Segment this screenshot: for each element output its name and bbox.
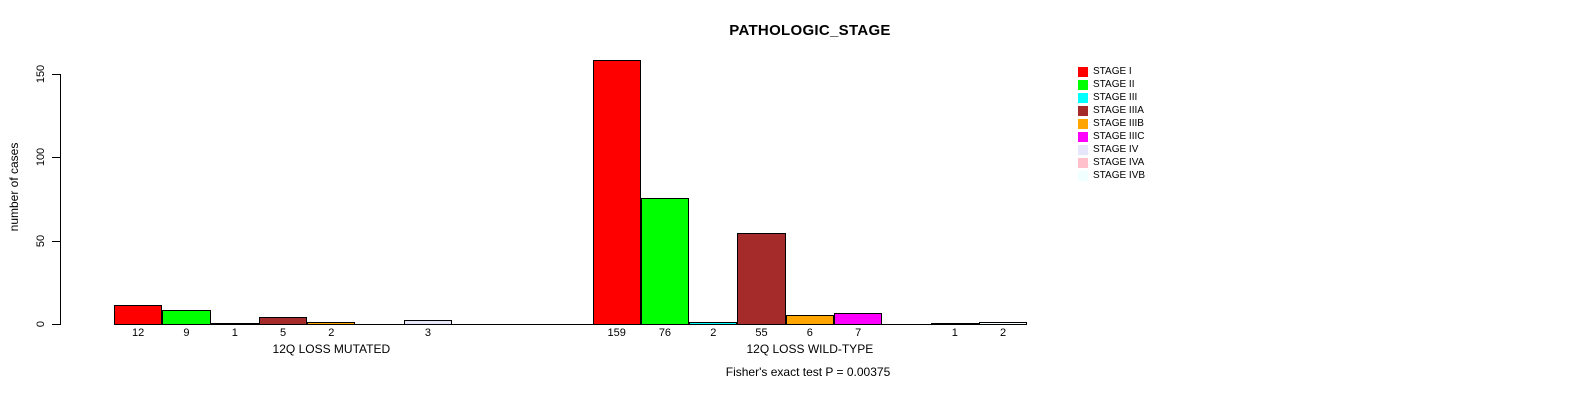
y-tick-label: 150: [35, 64, 47, 84]
legend: STAGE I STAGE II STAGE III STAGE IIIA STAGE …: [1078, 65, 1145, 182]
y-axis-line: [60, 74, 61, 325]
legend-swatch-icon: [1078, 92, 1088, 103]
legend-item: STAGE IVB: [1078, 169, 1145, 182]
bar-value-label: 2: [328, 327, 335, 339]
bar: [834, 313, 883, 325]
legend-item: STAGE III: [1078, 91, 1145, 104]
legend-label: STAGE IIIB: [1093, 118, 1144, 129]
bar-value-label: 1: [231, 327, 238, 339]
legend-item: STAGE IVA: [1078, 156, 1145, 169]
bar: [978, 321, 1028, 325]
bar: [307, 321, 356, 325]
bar-value-label: 5: [279, 327, 287, 339]
group-label: 12Q LOSS MUTATED: [272, 342, 391, 356]
legend-label: STAGE IVA: [1093, 157, 1145, 168]
y-tick: [52, 74, 60, 75]
bar: [403, 320, 453, 325]
bar-value-label: 1: [951, 327, 958, 339]
legend-item: STAGE IIIC: [1078, 130, 1145, 143]
bar: [640, 198, 690, 325]
legend-item: STAGE IIIB: [1078, 117, 1145, 130]
legend-item: STAGE IV: [1078, 143, 1145, 156]
legend-label: STAGE I: [1093, 66, 1132, 77]
legend-swatch-icon: [1078, 118, 1088, 129]
legend-item: STAGE IIIA: [1078, 104, 1145, 117]
y-tick-label: 50: [35, 234, 47, 247]
legend-label: STAGE IIIC: [1093, 131, 1145, 142]
bar-value-label: 2: [710, 327, 717, 339]
y-tick: [52, 324, 60, 325]
group-label: 12Q LOSS WILD-TYPE: [746, 342, 874, 356]
fisher-test-annotation: Fisher's exact test P = 0.00375: [725, 365, 891, 379]
bar: [114, 305, 163, 325]
bar-value-label: 76: [658, 327, 672, 339]
y-tick-label: 100: [35, 148, 47, 167]
legend-swatch-icon: [1078, 131, 1088, 142]
legend-label: STAGE IVB: [1093, 170, 1146, 181]
legend-label: STAGE II: [1093, 79, 1135, 90]
y-tick: [52, 240, 60, 242]
bar-value-label: 2: [999, 327, 1007, 339]
bar: [258, 316, 308, 325]
legend-label: STAGE IV: [1093, 144, 1139, 155]
legend-label: STAGE III: [1093, 92, 1138, 103]
y-axis-title: number of cases: [7, 142, 21, 232]
legend-swatch-icon: [1078, 79, 1088, 90]
bar: [210, 323, 259, 325]
bar-value-label: 3: [424, 327, 431, 339]
legend-swatch-icon: [1078, 144, 1088, 155]
legend-item: STAGE II: [1078, 78, 1145, 91]
legend-label: STAGE IIIA: [1093, 105, 1144, 116]
legend-swatch-icon: [1078, 105, 1088, 116]
bar-value-label: 159: [607, 327, 626, 339]
bar-value-label: 7: [855, 327, 862, 339]
chart-title: PATHOLOGIC_STAGE: [729, 22, 891, 39]
bar-value-label: 12: [132, 327, 145, 339]
bar: [162, 310, 211, 325]
x-baseline: [114, 324, 1028, 325]
bar: [737, 233, 786, 325]
bar: [785, 315, 834, 325]
bar: [930, 323, 979, 325]
bar: [592, 60, 641, 325]
bar-value-label: 9: [183, 327, 190, 339]
legend-swatch-icon: [1078, 157, 1088, 168]
y-tick-label: 0: [35, 320, 47, 328]
bar-value-label: 55: [755, 327, 768, 339]
bar-value-label: 6: [806, 327, 813, 339]
y-tick: [52, 157, 60, 159]
legend-swatch-icon: [1078, 66, 1088, 77]
legend-swatch-icon: [1078, 170, 1088, 181]
bar: [689, 321, 738, 325]
legend-item: STAGE I: [1078, 65, 1145, 78]
